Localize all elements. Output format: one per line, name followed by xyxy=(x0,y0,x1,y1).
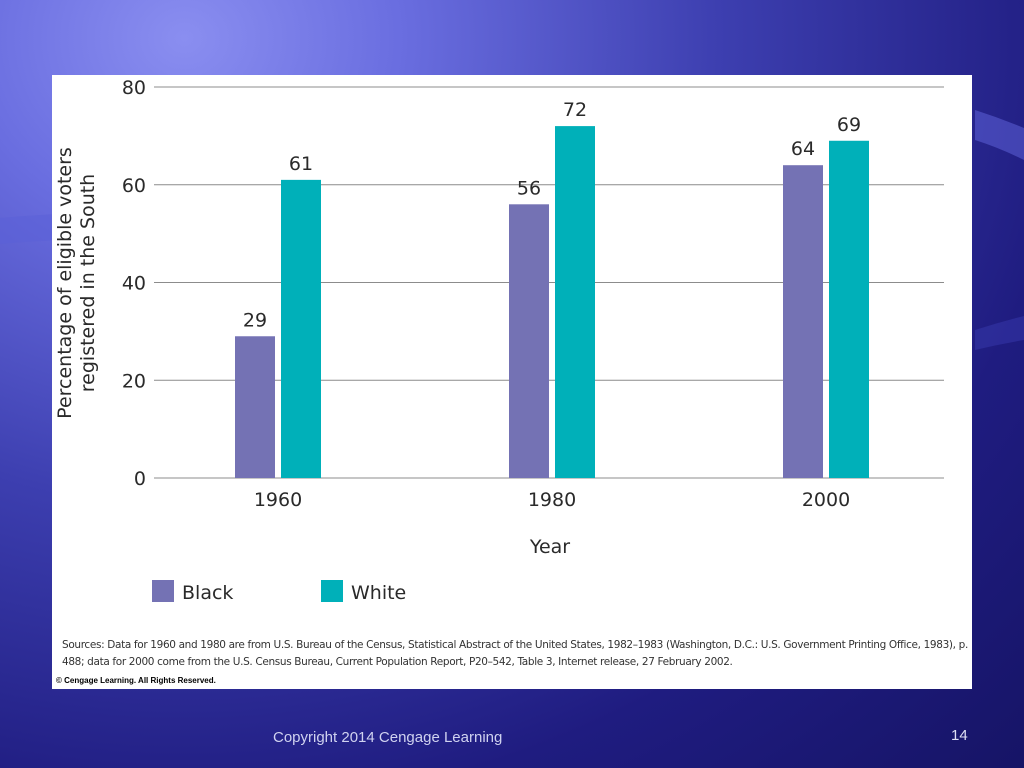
bar-white xyxy=(281,179,321,479)
image-copyright: © Cengage Learning. All Rights Reserved. xyxy=(56,676,216,685)
bar-white xyxy=(555,126,595,478)
bar-white xyxy=(829,140,869,478)
bar-black xyxy=(783,165,823,478)
chart-panel: 0 20 40 60 80 Percentage of eligible votersre… xyxy=(52,75,972,689)
bar-black xyxy=(235,336,275,478)
y-tick-label: 60 xyxy=(122,175,146,197)
y-tick-label: 20 xyxy=(122,370,146,392)
y-tick-label: 80 xyxy=(122,77,146,99)
x-tick-label: 1980 xyxy=(528,489,576,511)
legend-label: Black xyxy=(182,582,233,604)
legend-swatch-white xyxy=(321,580,343,602)
x-tick-label: 1960 xyxy=(254,489,302,511)
data-label: 56 xyxy=(517,177,541,199)
data-label: 72 xyxy=(563,99,587,121)
sources-note: Sources: Data for 1960 and 1980 are from… xyxy=(62,639,968,668)
y-axis-label: Percentage of eligible votersregistered … xyxy=(54,147,99,419)
legend-swatch-black xyxy=(152,580,174,602)
data-label: 64 xyxy=(791,138,815,160)
x-tick-label: 2000 xyxy=(802,489,850,511)
bar-black xyxy=(509,204,549,479)
y-axis-label-line: registered in the South xyxy=(77,174,99,392)
y-tick-label: 0 xyxy=(134,468,146,490)
y-axis-label-line: Percentage of eligible voters xyxy=(54,147,76,419)
x-axis-label: Year xyxy=(529,536,570,558)
data-label: 69 xyxy=(837,114,861,136)
slide-number: 14 xyxy=(951,727,968,744)
data-label: 29 xyxy=(243,309,267,331)
y-tick-label: 40 xyxy=(122,273,146,295)
legend-label: White xyxy=(351,582,406,604)
data-label: 61 xyxy=(289,153,313,175)
bar-chart: 0 20 40 60 80 Percentage of eligible votersre… xyxy=(54,77,944,604)
slide-footer: Copyright 2014 Cengage Learning xyxy=(273,729,503,746)
